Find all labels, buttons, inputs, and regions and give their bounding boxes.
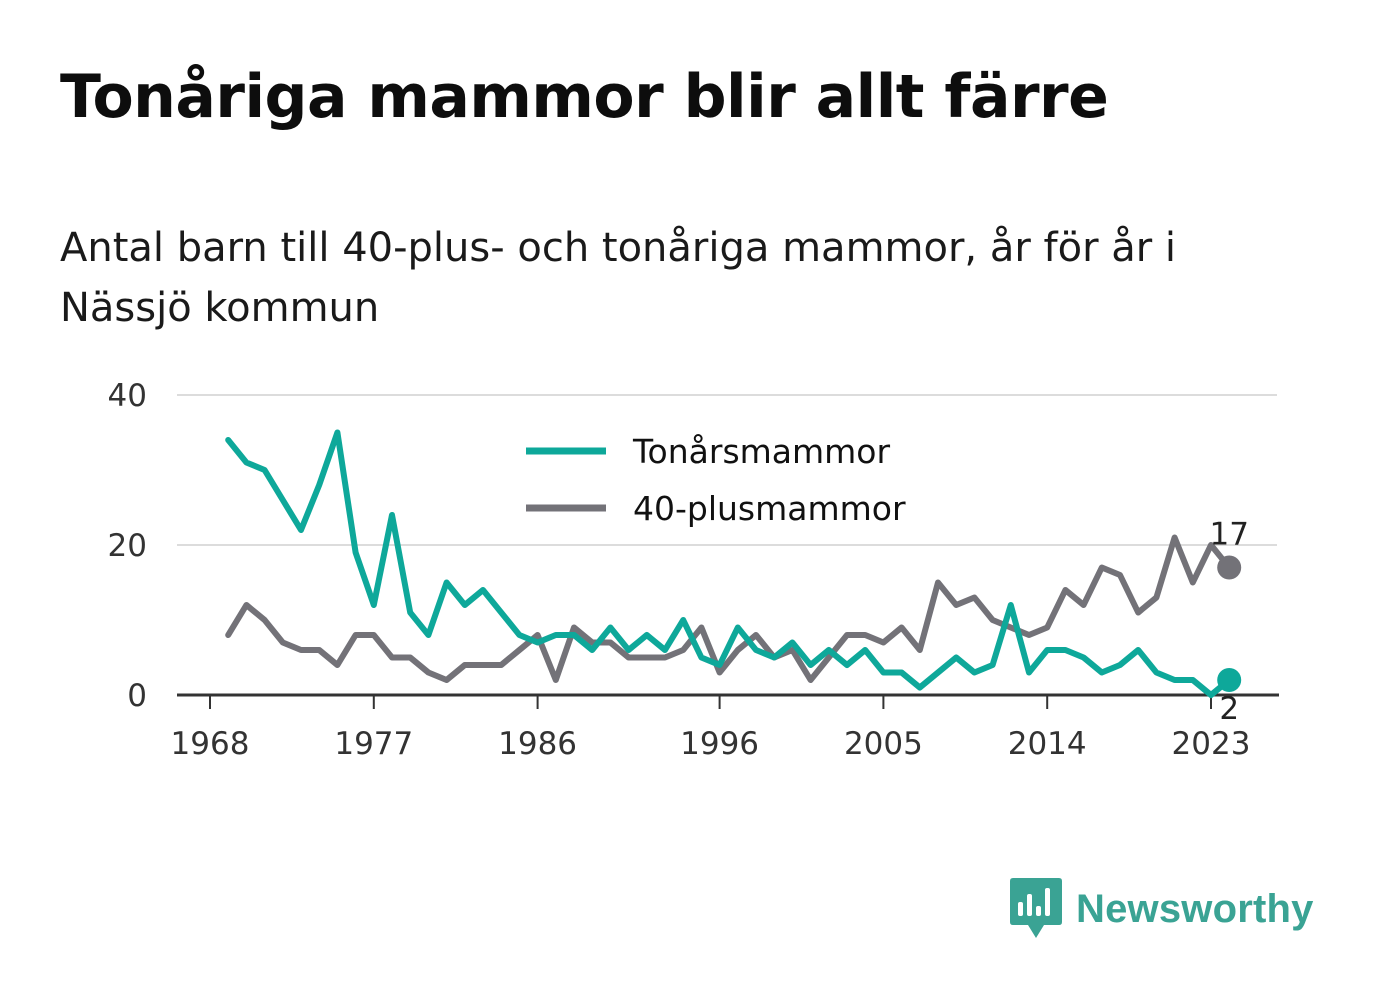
y-tick-label: 20 (108, 528, 147, 564)
series-end-marker (1217, 668, 1242, 692)
brand-name: Newsworthy (1076, 886, 1314, 931)
x-tick-label: 1977 (334, 726, 413, 762)
y-axis-tick-labels: 0 20 40 (108, 378, 147, 714)
series-line-40-plusmammor (225, 534, 1233, 683)
series-lines (225, 429, 1233, 698)
x-tick-label: 2023 (1172, 726, 1251, 762)
x-tick-label: 1986 (498, 726, 577, 762)
x-tick-label: 1996 (680, 726, 759, 762)
chart-subtitle: Antal barn till 40-plus- och tonåriga ma… (60, 225, 1177, 331)
end-value-label: 2 (1219, 691, 1239, 727)
x-tick-label: 2014 (1008, 726, 1087, 762)
legend-label: Tonårsmammor (632, 432, 890, 471)
y-tick-label: 0 (127, 678, 147, 714)
gridlines (177, 394, 1277, 546)
legend-label: 40-plusmammor (633, 489, 906, 528)
x-axis-tick-labels: 1968 1977 1986 1996 2005 2014 2023 (171, 726, 1251, 762)
x-tick-label: 2005 (844, 726, 923, 762)
chart-title: Tonåriga mammor blir allt färre (60, 62, 1109, 132)
series-end-marker (1217, 555, 1242, 580)
x-tick-label: 1968 (171, 726, 250, 762)
legend-background (512, 423, 940, 543)
newsworthy-logo-icon (1010, 878, 1062, 938)
end-value-label: 17 (1209, 517, 1248, 553)
y-tick-label: 40 (108, 378, 147, 414)
x-axis (177, 693, 1279, 709)
series-line-tonarsmammor (225, 429, 1233, 698)
legend: Tonårsmammor 40-plusmammor (512, 423, 940, 543)
series-end-markers: 17 2 (1209, 517, 1248, 728)
brand-logo: Newsworthy (1010, 878, 1314, 940)
